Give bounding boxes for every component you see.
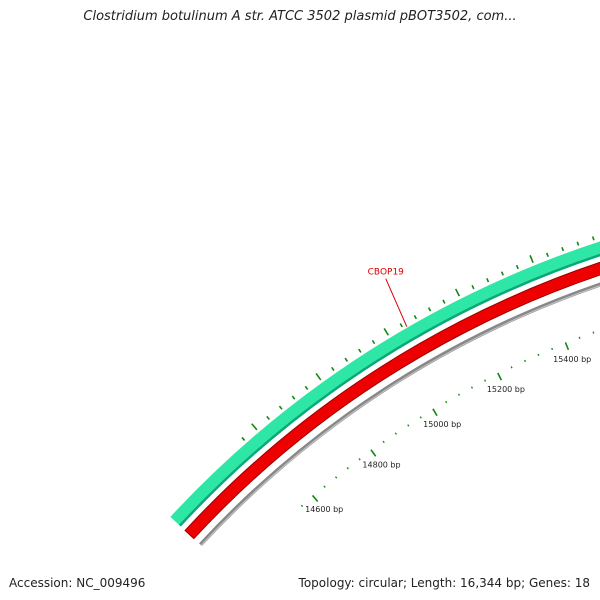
green-feature-band-edge: [179, 253, 600, 527]
scale-tick: [497, 372, 503, 381]
feature-tick: [500, 271, 504, 276]
scale-label: 14800 bp: [362, 460, 400, 469]
feature-tick: [591, 236, 595, 241]
feature-tick: [545, 252, 549, 257]
scale-ruler: 14600 bp 14800 bp 15000 bp 15200 bp 15400 bp…: [300, 331, 595, 514]
feature-tick: [399, 323, 403, 328]
feature-tick: [454, 288, 460, 297]
gene-callout[interactable]: CBOP19: [368, 268, 408, 327]
scale-tick: [523, 359, 526, 363]
feature-tick: [413, 315, 418, 320]
scale-tick: [358, 458, 361, 461]
scale-tick: [300, 504, 304, 508]
feature-tick: [529, 254, 534, 263]
scale-tick: [445, 400, 448, 404]
red-cds-arrow[interactable]: [184, 219, 600, 540]
feature-tick: [266, 415, 270, 420]
topology-summary: Topology: circular; Length: 16,344 bp; G…: [298, 576, 590, 590]
scale-tick: [334, 476, 338, 479]
feature-tick-marks: [241, 236, 595, 441]
accession-text: Accession: NC_009496: [9, 576, 146, 590]
gene-label[interactable]: CBOP19: [368, 268, 405, 278]
feature-tick: [331, 366, 335, 372]
feature-tick: [358, 348, 362, 353]
scale-tick: [510, 366, 513, 369]
scale-tick: [419, 416, 422, 419]
feature-tick: [515, 264, 519, 270]
feature-tick: [383, 327, 390, 336]
backbone-ring-highlight: [200, 285, 600, 546]
feature-tick: [486, 278, 490, 283]
backbone-ring: [199, 282, 600, 547]
feature-tick: [304, 385, 309, 390]
scale-tick: [370, 449, 377, 457]
gene-leader-line: [385, 278, 408, 327]
feature-tick: [241, 436, 246, 441]
scale-tick: [551, 347, 554, 351]
scale-tick: [457, 393, 461, 396]
scale-tick: [407, 424, 410, 427]
scale-tick: [311, 494, 319, 503]
scale-tick: [323, 485, 326, 488]
scale-label: 15400 bp: [553, 355, 591, 364]
map-title: Clostridium botulinum A str. ATCC 3502 p…: [83, 9, 517, 24]
scale-tick: [564, 342, 570, 351]
feature-tick: [371, 339, 376, 345]
scale-label: 14600 bp: [305, 505, 343, 514]
scale-tick: [394, 432, 398, 435]
scale-tick: [484, 379, 487, 382]
feature-tick: [561, 246, 565, 252]
scale-tick: [592, 331, 595, 334]
feature-tick: [315, 372, 322, 381]
feature-tick: [344, 357, 349, 362]
feature-tick: [427, 307, 432, 312]
feature-tick: [471, 284, 475, 290]
scale-tick: [346, 467, 349, 470]
scale-label: 15200 bp: [487, 385, 525, 394]
scale-tick: [537, 353, 540, 357]
green-feature-band[interactable]: [170, 198, 600, 527]
scale-tick: [578, 336, 581, 340]
scale-tick: [382, 440, 385, 444]
scale-label: 15000 bp: [423, 420, 461, 429]
feature-tick: [278, 405, 283, 410]
feature-tick: [576, 241, 580, 246]
feature-tick: [291, 395, 296, 400]
scale-tick: [470, 386, 474, 389]
scale-tick: [432, 408, 438, 417]
feature-tick: [251, 423, 258, 431]
feature-tick: [442, 299, 446, 304]
